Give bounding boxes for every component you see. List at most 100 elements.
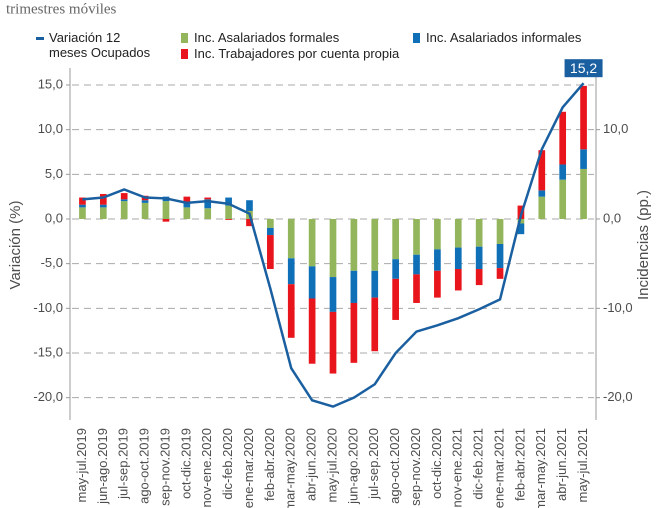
bar [246, 218, 253, 227]
y2-tick-label: -20,0 [603, 389, 633, 404]
bar [496, 244, 504, 269]
bar [517, 218, 525, 224]
bar [392, 259, 399, 279]
x-tick-label: dic-feb.2020 [220, 428, 235, 500]
x-tick-label: oct-dic.2020 [429, 428, 444, 499]
bar [371, 218, 379, 271]
bar [204, 197, 212, 200]
y-tick-label: 15,0 [38, 76, 63, 91]
bar [496, 218, 504, 244]
bar [183, 207, 191, 219]
bar [413, 254, 420, 275]
x-tick-label: may-jul.2019 [74, 428, 89, 502]
bar [308, 266, 316, 299]
bar [225, 218, 232, 220]
value-label: 15,2 [570, 60, 597, 76]
x-tick-label: nov-ene.2020 [199, 428, 214, 508]
legend-swatch [181, 49, 188, 59]
y2-axis-title: Incidencias (pp.) [635, 190, 652, 300]
y2-tick-label: 0,0 [603, 210, 621, 225]
x-tick-label: ago-oct.2019 [137, 428, 152, 504]
bar [141, 200, 149, 203]
y-axis-title: Variación (%) [7, 201, 24, 290]
bar [434, 270, 441, 298]
x-tick-label: mar-may.2021 [533, 428, 548, 508]
subtitle: trimestres móviles [6, 1, 117, 17]
bar [496, 268, 504, 279]
x-tick-label: jun-ago.2019 [95, 428, 110, 505]
bar [454, 218, 462, 248]
bar [267, 227, 274, 236]
bar [517, 223, 525, 235]
bar [204, 199, 212, 209]
x-tick-label: jul-sep.2019 [116, 428, 131, 500]
bar [79, 207, 86, 219]
bar [329, 218, 337, 278]
bar [79, 197, 86, 205]
x-tick-label: dic-feb.2021 [471, 428, 486, 500]
y-tick-label: 0,0 [45, 210, 63, 225]
bar [538, 150, 546, 191]
bar [371, 270, 379, 298]
bar [434, 218, 441, 250]
legend-label: Variación 12 meses Ocupados [49, 30, 151, 60]
legend-label: Inc. Asalariados formales [194, 30, 340, 45]
y-tick-label: 5,0 [45, 166, 63, 181]
bar [120, 193, 128, 200]
bar [413, 218, 420, 255]
x-tick-label: oct-dic.2019 [178, 428, 193, 499]
x-tick-label: ene-mar.2020 [241, 428, 256, 508]
bar [162, 218, 170, 222]
bar [580, 168, 587, 219]
bar [538, 190, 546, 197]
bar [475, 269, 483, 286]
legend-swatch [36, 37, 44, 40]
y-tick-label: -10,0 [33, 300, 63, 315]
y2-tick-label: -10,0 [603, 300, 633, 315]
bar [434, 249, 441, 271]
legend-swatch [181, 33, 188, 43]
line [82, 82, 585, 408]
bar [475, 218, 483, 247]
x-tick-label: ene-mar.2021 [491, 428, 506, 508]
bar [413, 274, 420, 303]
bar [329, 277, 337, 312]
bar [267, 218, 274, 228]
legend-label: Inc. Asalariados informales [426, 30, 582, 45]
x-tick-label: feb-abr.2021 [512, 428, 527, 501]
bar [308, 298, 316, 364]
bar [538, 196, 546, 219]
bar [99, 207, 107, 219]
y2-tick-label: 10,0 [603, 121, 628, 136]
y-tick-label: -20,0 [33, 389, 63, 404]
bar [559, 164, 567, 180]
bar [99, 193, 107, 205]
bar [204, 208, 212, 219]
bar [120, 199, 128, 202]
bar [392, 278, 399, 320]
bar [267, 235, 274, 270]
x-tick-label: sep-nov.2020 [408, 428, 423, 506]
bar [392, 218, 399, 260]
bar [141, 202, 149, 219]
x-tick-label: jun-ago.2020 [345, 428, 360, 505]
bar [580, 149, 587, 169]
bar [580, 85, 587, 150]
bar [246, 200, 253, 211]
bar [559, 111, 567, 165]
x-tick-label: ago-oct.2020 [387, 428, 402, 504]
bar [225, 197, 232, 206]
y-tick-label: -5,0 [41, 255, 63, 270]
x-tick-label: feb-abr.2020 [262, 428, 277, 501]
x-tick-label: nov-ene.2021 [450, 428, 465, 508]
bar [454, 247, 462, 270]
bar [287, 284, 295, 338]
bar [183, 202, 191, 208]
bar [183, 196, 191, 203]
x-tick-label: mar-may.2020 [283, 428, 298, 508]
bar [287, 218, 295, 259]
bar [559, 179, 567, 219]
bar [99, 204, 107, 208]
x-tick-label: jul-sep.2020 [366, 428, 381, 500]
